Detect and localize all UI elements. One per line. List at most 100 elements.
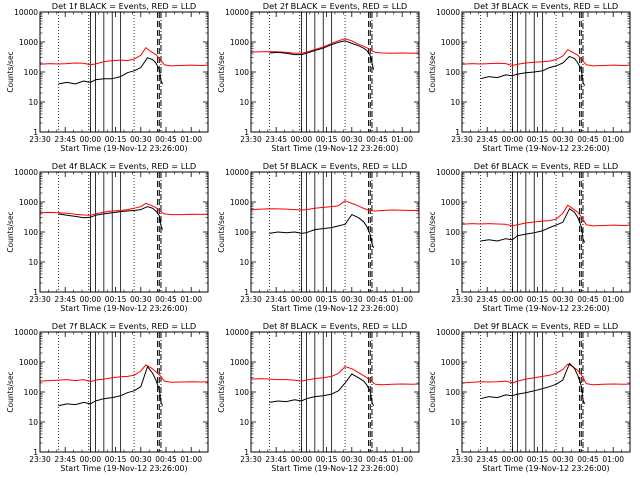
series-events	[269, 214, 375, 248]
y-tick-label: 10	[28, 98, 38, 107]
x-tick-label: 23:30	[29, 295, 51, 304]
series-events	[58, 206, 164, 230]
x-tick-label: 01:00	[391, 135, 413, 144]
y-tick-label: 100	[24, 228, 39, 237]
x-axis-label: Start Time (19-Nov-12 23:26:00)	[60, 304, 187, 313]
series-events	[480, 362, 586, 405]
y-tick-label: 1	[244, 448, 249, 457]
y-tick-label: 100	[235, 68, 250, 77]
x-tick-label: 23:30	[451, 455, 473, 464]
panel-title: Det 3f BLACK = Events, RED = LLD	[474, 1, 618, 11]
x-tick-label: 23:30	[451, 135, 473, 144]
y-tick-label: 100	[235, 388, 250, 397]
plot-area	[462, 172, 630, 292]
panel-title: Det 9f BLACK = Events, RED = LLD	[474, 321, 618, 331]
x-tick-label: 00:00	[502, 455, 524, 464]
y-tick-label: 1	[33, 288, 38, 297]
plot-area	[40, 172, 208, 292]
y-tick-label: 1000	[230, 198, 249, 207]
plot-frame	[461, 171, 631, 293]
panel-title: Det 4f BLACK = Events, RED = LLD	[52, 161, 196, 171]
y-tick-label: 1000	[230, 358, 249, 367]
series-lld	[462, 49, 630, 67]
panel-title: Det 7f BLACK = Events, RED = LLD	[52, 321, 196, 331]
y-axis-label: Counts/sec	[217, 51, 226, 92]
y-tick-label: 10000	[225, 328, 249, 337]
x-tick-label: 00:30	[341, 455, 363, 464]
y-tick-label: 10000	[436, 328, 460, 337]
plot-area	[40, 12, 208, 132]
y-tick-label: 1	[244, 128, 249, 137]
panel-title: Det 6f BLACK = Events, RED = LLD	[474, 161, 618, 171]
y-axis-label: Counts/sec	[428, 51, 437, 92]
x-tick-label: 00:00	[80, 455, 102, 464]
panel-title: Det 5f BLACK = Events, RED = LLD	[263, 161, 407, 171]
series-lld	[462, 204, 630, 227]
x-tick-label: 00:45	[155, 135, 177, 144]
x-tick-label: 00:15	[105, 455, 127, 464]
x-tick-label: 23:45	[476, 135, 498, 144]
x-tick-label: 00:00	[291, 455, 313, 464]
x-tick-label: 23:45	[265, 135, 287, 144]
x-tick-label: 00:45	[155, 295, 177, 304]
x-tick-label: 00:45	[577, 295, 599, 304]
plot-area	[251, 332, 419, 452]
x-tick-label: 00:00	[502, 295, 524, 304]
x-tick-label: 00:45	[366, 295, 388, 304]
y-tick-label: 10	[450, 258, 460, 267]
x-tick-label: 00:15	[105, 295, 127, 304]
series-lld	[251, 200, 419, 212]
y-tick-label: 100	[24, 388, 39, 397]
x-tick-label: 00:30	[552, 295, 574, 304]
x-tick-label: 00:30	[552, 455, 574, 464]
x-tick-label: 01:00	[602, 135, 624, 144]
x-axis-label: Start Time (19-Nov-12 23:26:00)	[271, 464, 398, 473]
y-tick-label: 100	[235, 228, 250, 237]
x-tick-label: 00:15	[316, 455, 338, 464]
panel-3: Det 3f BLACK = Events, RED = LLD 1 10 100 10…	[428, 1, 631, 153]
y-tick-label: 10000	[14, 328, 38, 337]
x-axis-label: Start Time (19-Nov-12 23:26:00)	[482, 304, 609, 313]
y-tick-label: 10	[28, 418, 38, 427]
series-events	[269, 373, 375, 406]
y-axis-label: Counts/sec	[217, 371, 226, 412]
x-axis-label: Start Time (19-Nov-12 23:26:00)	[60, 464, 187, 473]
y-tick-label: 10000	[14, 8, 38, 17]
y-tick-label: 1000	[441, 358, 460, 367]
x-tick-label: 23:45	[54, 295, 76, 304]
x-tick-label: 23:45	[265, 455, 287, 464]
panel-title: Det 1f BLACK = Events, RED = LLD	[52, 1, 196, 11]
x-tick-label: 00:00	[502, 135, 524, 144]
y-tick-label: 1000	[19, 198, 38, 207]
y-tick-label: 10000	[436, 168, 460, 177]
y-axis-label: Counts/sec	[217, 211, 226, 252]
y-axis-label: Counts/sec	[6, 211, 15, 252]
x-tick-label: 01:00	[602, 295, 624, 304]
plot-area	[40, 332, 208, 452]
y-tick-label: 1	[244, 288, 249, 297]
x-tick-label: 00:30	[341, 135, 363, 144]
panel-5: Det 5f BLACK = Events, RED = LLD 1 10 100 10…	[217, 161, 420, 313]
y-tick-label: 100	[24, 68, 39, 77]
x-tick-label: 01:00	[180, 295, 202, 304]
panel-title: Det 2f BLACK = Events, RED = LLD	[263, 1, 407, 11]
plot-area	[251, 172, 419, 292]
x-tick-label: 00:15	[527, 135, 549, 144]
x-tick-label: 23:45	[476, 455, 498, 464]
y-tick-label: 1000	[441, 38, 460, 47]
y-tick-label: 10000	[225, 168, 249, 177]
y-axis-label: Counts/sec	[428, 371, 437, 412]
y-tick-label: 1	[33, 128, 38, 137]
plot-area	[462, 332, 630, 452]
plot-area	[251, 12, 419, 132]
y-tick-label: 1	[455, 128, 460, 137]
x-tick-label: 23:30	[451, 295, 473, 304]
x-tick-label: 01:00	[391, 455, 413, 464]
x-axis-label: Start Time (19-Nov-12 23:26:00)	[60, 144, 187, 153]
plot-frame	[461, 331, 631, 453]
x-tick-label: 01:00	[602, 455, 624, 464]
plot-frame	[250, 11, 420, 133]
x-tick-label: 00:30	[341, 295, 363, 304]
x-tick-label: 23:45	[54, 455, 76, 464]
x-tick-label: 00:00	[291, 295, 313, 304]
